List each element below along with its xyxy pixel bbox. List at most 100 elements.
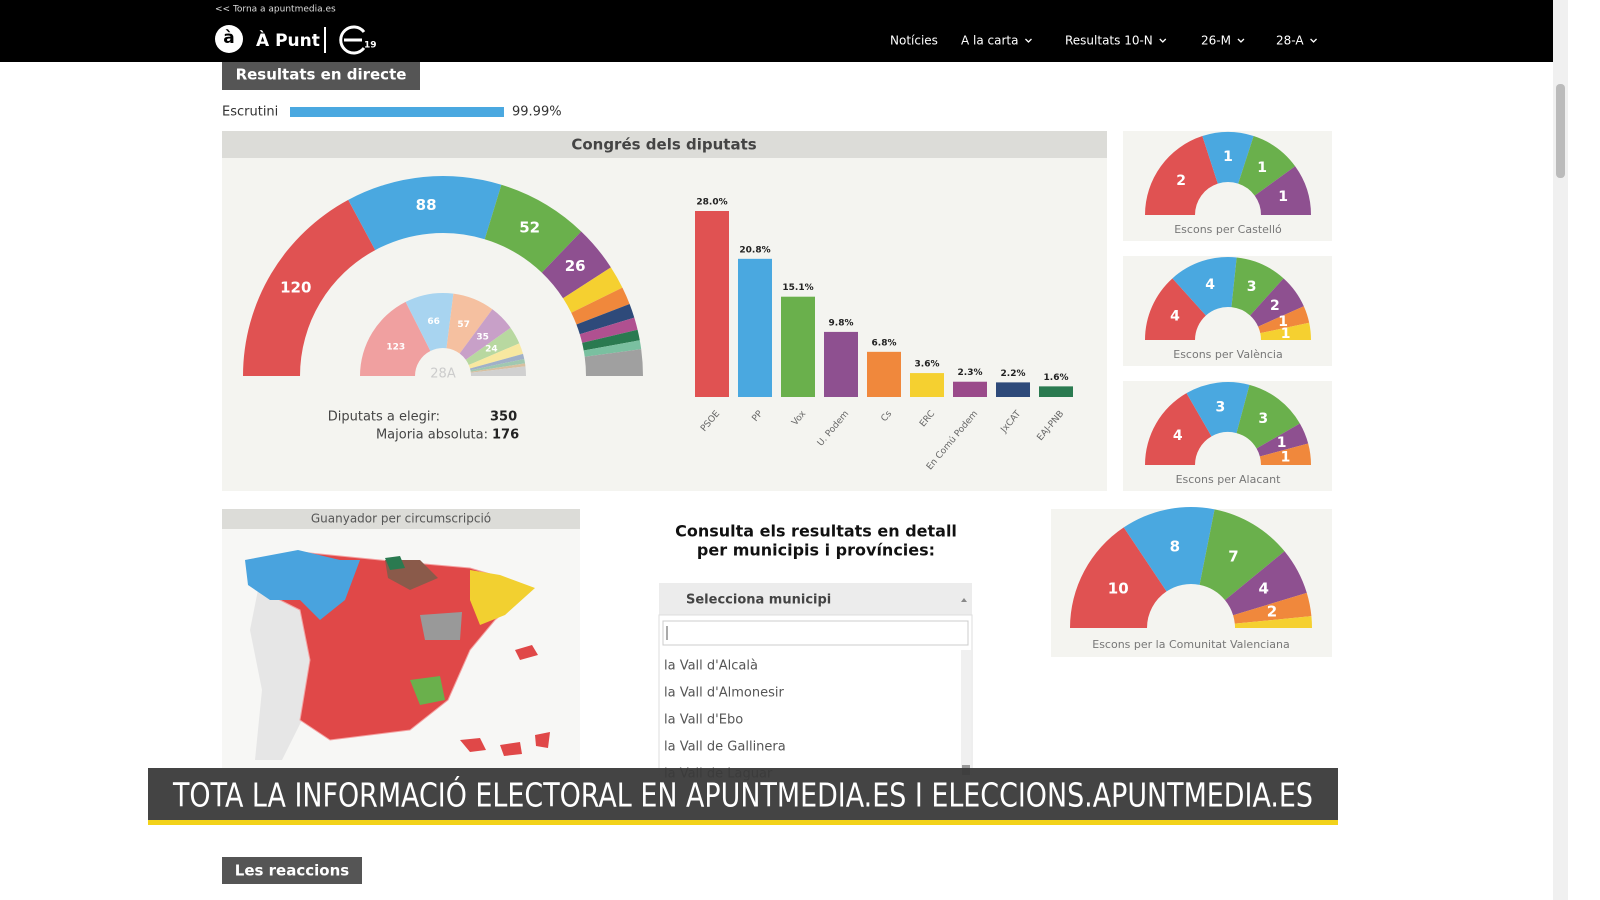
nav-chevron: [1159, 38, 1167, 43]
seat-label: 2: [1270, 298, 1280, 314]
logo-glyph: à: [223, 28, 234, 48]
majority-label: Majoria absoluta:: [376, 428, 488, 443]
map-basque: [385, 556, 405, 570]
seat-segment: [459, 309, 511, 360]
nav-item[interactable]: Notícies: [890, 34, 938, 48]
nav-item[interactable]: Resultats 10-N: [1065, 34, 1153, 48]
logo-name[interactable]: À Punt: [256, 29, 320, 51]
nav-item[interactable]: 28-A: [1276, 34, 1304, 48]
seat-label: 1: [1223, 149, 1233, 165]
seat-segment: [1233, 592, 1312, 624]
scrollbar-track[interactable]: [1553, 0, 1568, 900]
reactions-title-box: [222, 857, 362, 884]
select-caret: [961, 598, 967, 602]
seat-label: 120: [280, 279, 311, 297]
seat-segment: [1145, 278, 1206, 340]
lookup-heading: Consulta els resultats en detall: [675, 522, 957, 541]
chart-title: Escons per València: [1173, 348, 1282, 361]
channel-icon[interactable]: [339, 25, 366, 55]
margin: [1568, 0, 1600, 900]
seat-label: 3: [1247, 279, 1257, 295]
section-title-box: [222, 62, 420, 90]
seat-label: 2: [1267, 602, 1277, 620]
seat-label: 123: [386, 342, 405, 352]
map-northwest: [245, 550, 360, 620]
seat-segment: [1236, 384, 1300, 449]
seat-segment: [1238, 136, 1296, 196]
seat-segment: [470, 366, 526, 376]
seat-segment: [1186, 381, 1250, 437]
select-label: Selecciona municipi: [686, 593, 831, 608]
bar: [953, 381, 987, 397]
banner: [148, 768, 1338, 822]
congress-panel: [222, 131, 1107, 491]
seat-segment: [405, 293, 454, 351]
seat-label: 4: [1170, 308, 1180, 324]
nav: Notícies A la carta Resultats 10-N 26-M 28-A: [890, 34, 1318, 48]
seat-segment: [469, 353, 525, 371]
seat-segment: [563, 267, 623, 313]
bar-value-label: 6.8%: [872, 338, 897, 348]
municipality-select[interactable]: [659, 583, 972, 615]
seat-segment: [1250, 278, 1304, 327]
seat-label: 7: [1228, 548, 1238, 566]
bar: [781, 296, 815, 397]
bar: [1039, 386, 1073, 397]
seat-segment: [470, 363, 526, 373]
seat-segment: [1256, 423, 1309, 457]
seat-segment: [446, 293, 493, 354]
seat-segment: [1225, 551, 1307, 616]
option[interactable]: la Vall de Gallinera: [664, 740, 786, 755]
seat-segment: [1254, 166, 1311, 215]
option[interactable]: la Vall d'Ebo: [664, 713, 743, 728]
dropdown-scrollbar[interactable]: [961, 650, 971, 775]
logo-icon[interactable]: [215, 25, 243, 53]
scrollbar-thumb[interactable]: [1556, 84, 1565, 178]
nav-chevron: [1310, 38, 1318, 43]
seat-label: 3: [1216, 399, 1226, 415]
seat-segment: [360, 301, 431, 376]
seat-label: 52: [519, 218, 540, 236]
seat-label: 1: [1277, 435, 1287, 451]
scrutiny-value: 99.99%: [512, 105, 562, 120]
bar-value-label: 20.8%: [739, 245, 770, 255]
seat-segment: [1260, 322, 1311, 340]
seat-segment: [1259, 443, 1311, 465]
bar-value-label: 15.1%: [782, 283, 813, 293]
seat-segment: [484, 184, 582, 273]
seat-segment: [576, 304, 635, 335]
bar: [738, 258, 772, 397]
bar: [867, 351, 901, 397]
bar-value-label: 9.8%: [829, 318, 854, 328]
bar: [910, 373, 944, 397]
seat-segment: [1172, 257, 1237, 316]
seat-label: 4: [1173, 428, 1183, 444]
seat-label: 26: [565, 257, 586, 275]
seat-label: 3: [1258, 411, 1268, 427]
bar-value-label: 2.3%: [958, 368, 983, 378]
seat-segment: [571, 287, 630, 325]
map: [245, 550, 550, 760]
seat-label: 66: [427, 317, 440, 327]
map-title: Guanyador per circumscripció: [311, 512, 491, 526]
map-catalonia: [470, 570, 535, 625]
seat-segment: [1145, 393, 1212, 465]
seats-value: 350: [490, 410, 517, 425]
scrutiny-label: Escrutini: [222, 105, 278, 120]
search-input[interactable]: [662, 620, 969, 646]
nav-item[interactable]: 26-M: [1201, 34, 1231, 48]
option[interactable]: la Vall d'Almonesir: [664, 686, 784, 701]
bar-value-label: 28.0%: [696, 198, 727, 208]
option[interactable]: la Vall d'Alcalà: [664, 659, 758, 674]
back-link[interactable]: << Torna a apuntmedia.es: [215, 5, 336, 15]
channel-badge: 19: [364, 41, 377, 51]
top-bar: [0, 0, 1553, 62]
seat-label: 35: [476, 333, 489, 343]
seat-segment: [243, 199, 376, 376]
seat-segment: [1258, 306, 1310, 334]
seat-label: 8: [1170, 538, 1180, 556]
nav-item[interactable]: A la carta: [961, 34, 1018, 48]
seat-segment: [1231, 257, 1284, 316]
